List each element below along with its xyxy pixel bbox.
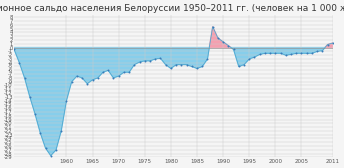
Point [90, 78, 95, 81]
Point [85, 82, 90, 85]
Point [226, 44, 231, 47]
Point [58, 130, 64, 132]
Point [22, 76, 28, 79]
Point [43, 147, 48, 149]
Point [304, 52, 310, 55]
Point [158, 57, 163, 59]
Point [200, 65, 205, 68]
Point [48, 154, 54, 157]
Point [69, 80, 74, 83]
Point [137, 61, 142, 63]
Point [116, 75, 121, 77]
Point [320, 49, 325, 52]
Point [173, 63, 179, 66]
Point [252, 56, 257, 58]
Point [163, 63, 169, 66]
Point [131, 63, 137, 66]
Point [257, 53, 262, 56]
Point [247, 58, 252, 60]
Point [194, 67, 200, 70]
Point [142, 59, 148, 62]
Point [147, 59, 153, 62]
Point [241, 63, 247, 66]
Point [325, 43, 330, 46]
Point [53, 149, 59, 151]
Point [17, 61, 22, 64]
Point [179, 63, 184, 66]
Point [293, 52, 299, 55]
Point [231, 48, 236, 51]
Point [106, 69, 111, 72]
Point [111, 76, 116, 79]
Point [152, 58, 158, 60]
Point [288, 53, 294, 56]
Point [27, 95, 33, 98]
Point [74, 75, 79, 77]
Point [272, 52, 278, 55]
Point [210, 25, 215, 28]
Point [11, 48, 17, 51]
Point [37, 132, 43, 134]
Point [314, 50, 320, 53]
Title: Миграционное сальдо населения Белоруссии 1950–2011 гг. (человек на 1 000 жителей: Миграционное сальдо населения Белоруссии… [0, 4, 344, 13]
Point [205, 58, 210, 60]
Point [79, 76, 85, 79]
Point [330, 42, 336, 44]
Point [262, 52, 268, 55]
Point [184, 63, 189, 66]
Point [236, 65, 241, 68]
Point [278, 52, 283, 55]
Point [267, 52, 273, 55]
Point [215, 37, 221, 39]
Point [309, 52, 315, 55]
Point [299, 52, 304, 55]
Point [283, 54, 289, 56]
Point [32, 113, 38, 115]
Point [168, 67, 174, 70]
Point [64, 99, 69, 102]
Point [221, 40, 226, 43]
Point [100, 71, 106, 74]
Point [121, 71, 127, 74]
Point [95, 76, 100, 79]
Point [189, 65, 195, 68]
Point [126, 71, 132, 74]
